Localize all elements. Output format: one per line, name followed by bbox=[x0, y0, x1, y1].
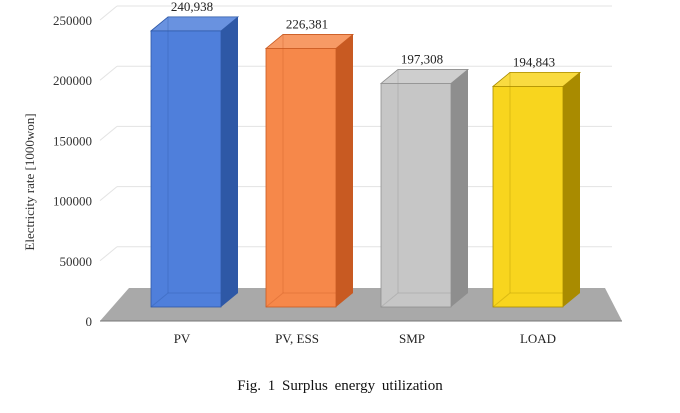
x-tick-label: LOAD bbox=[520, 331, 556, 346]
bar bbox=[379, 69, 470, 308]
y-tick-label: 150000 bbox=[53, 133, 92, 148]
bar-inner-edge bbox=[150, 292, 169, 308]
bar-side bbox=[451, 69, 468, 308]
data-label: 240,938 bbox=[171, 0, 213, 14]
gridline-depth bbox=[99, 5, 118, 21]
data-label: 226,381 bbox=[286, 16, 328, 31]
bar-inner-edge bbox=[265, 292, 284, 308]
x-axis: PV PV, ESS SMP LOAD bbox=[174, 331, 556, 346]
bar-side bbox=[563, 72, 580, 307]
bar-side bbox=[221, 16, 238, 308]
data-labels: 240,938 226,381 197,308 194,843 bbox=[171, 0, 555, 69]
gridline-depth bbox=[99, 65, 118, 81]
figure-caption: Fig. 1 Surplus energy utilization bbox=[237, 378, 443, 394]
bar-front bbox=[380, 83, 452, 308]
gridline-depth bbox=[99, 246, 118, 262]
bar-front bbox=[265, 48, 337, 308]
bar bbox=[491, 72, 582, 308]
data-label: 194,843 bbox=[513, 54, 555, 69]
bar-side bbox=[336, 34, 353, 307]
bars bbox=[149, 16, 582, 308]
data-label: 197,308 bbox=[401, 51, 443, 66]
bar-front bbox=[150, 30, 222, 308]
gridline-depth bbox=[99, 126, 118, 141]
bar bbox=[264, 34, 355, 308]
x-tick-label: PV bbox=[174, 331, 191, 346]
bar bbox=[149, 16, 240, 308]
bar-inner-edge bbox=[380, 292, 399, 308]
y-tick-label: 250000 bbox=[53, 13, 92, 28]
x-tick-label: PV, ESS bbox=[275, 331, 319, 346]
y-axis: 0 50000 100000 150000 200000 250000 bbox=[53, 13, 92, 329]
x-tick-label: SMP bbox=[399, 331, 425, 346]
y-tick-label: 0 bbox=[86, 314, 93, 329]
bar-front bbox=[492, 86, 564, 308]
y-tick-label: 50000 bbox=[60, 254, 93, 269]
bar-inner-edge bbox=[492, 292, 511, 308]
y-axis-label: Electricity rate [1000won] bbox=[22, 113, 37, 250]
y-tick-label: 200000 bbox=[53, 73, 92, 88]
gridline-depth bbox=[99, 186, 118, 201]
y-tick-label: 100000 bbox=[53, 194, 92, 209]
